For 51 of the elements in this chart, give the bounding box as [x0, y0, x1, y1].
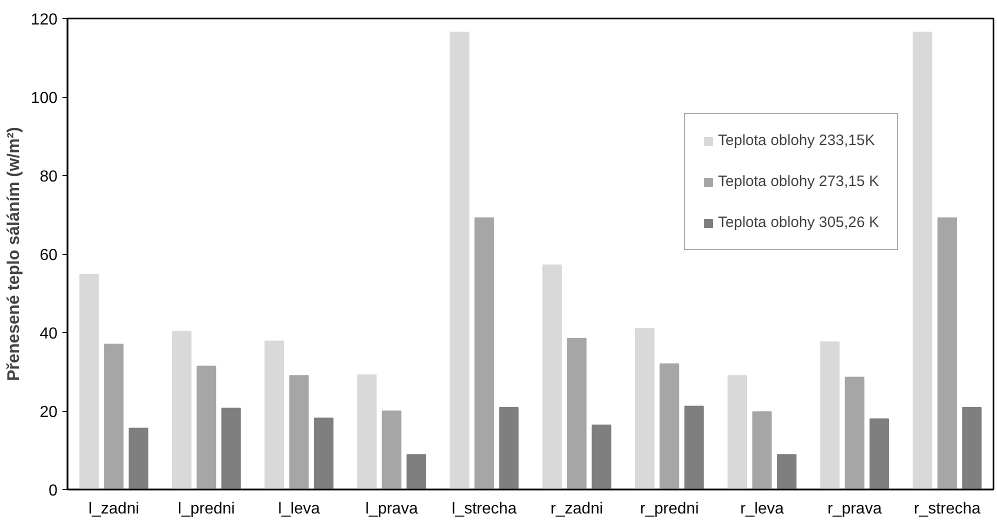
- x-tick-label: l_prava: [365, 500, 418, 518]
- bar: [820, 341, 840, 490]
- bar: [314, 418, 334, 490]
- bar: [357, 374, 377, 490]
- bar: [172, 330, 192, 490]
- bar: [79, 274, 99, 490]
- y-tick-label: 40: [40, 326, 58, 342]
- bar: [870, 418, 890, 490]
- x-tick-label: l_predni: [178, 500, 235, 518]
- bar: [912, 32, 932, 490]
- bar: [264, 340, 284, 490]
- bar: [104, 344, 124, 490]
- y-tick-label: 60: [40, 247, 58, 264]
- x-tick-label: r_prava: [827, 500, 882, 518]
- bar: [499, 406, 519, 490]
- legend-label: Teplota oblohy 305,26 K: [718, 214, 879, 231]
- y-tick-label: 20: [40, 404, 58, 421]
- bar: [474, 217, 494, 490]
- legend-label: Teplota oblohy 273,15 K: [718, 173, 879, 190]
- bar: [937, 217, 957, 490]
- y-tick-label: 80: [40, 168, 58, 186]
- bar: [289, 375, 309, 490]
- x-tick-label: l_leva: [278, 500, 320, 518]
- bar: [592, 424, 612, 490]
- legend-label: Teplota oblohy 233,15K: [718, 132, 875, 149]
- x-tick-label: r_strecha: [914, 500, 981, 518]
- bar: [128, 428, 148, 490]
- bar: [728, 375, 748, 490]
- bar: [406, 454, 426, 490]
- bar: [684, 406, 704, 490]
- bar: [844, 376, 864, 490]
- y-tick-label: 100: [30, 90, 58, 107]
- bar: [776, 454, 796, 490]
- bar: [752, 411, 772, 490]
- bar: [450, 32, 470, 490]
- x-tick-label: l_zadni: [88, 500, 140, 518]
- bar: [962, 406, 982, 490]
- bar: [567, 338, 587, 490]
- y-axis-title: Přenesené teplo sáláním (w/m²): [4, 126, 23, 382]
- x-tick-label: r_predni: [640, 500, 699, 518]
- bar: [634, 328, 654, 490]
- bar: [382, 410, 402, 490]
- y-tick-label: 0: [48, 482, 58, 500]
- x-tick-label: l_strecha: [452, 500, 517, 518]
- bar: [660, 363, 680, 490]
- x-tick-label: r_zadni: [550, 500, 604, 518]
- y-tick-label: 120: [30, 12, 58, 28]
- bar: [542, 264, 562, 490]
- bar: [196, 366, 216, 490]
- bar: [221, 408, 241, 490]
- x-tick-label: r_leva: [740, 500, 784, 518]
